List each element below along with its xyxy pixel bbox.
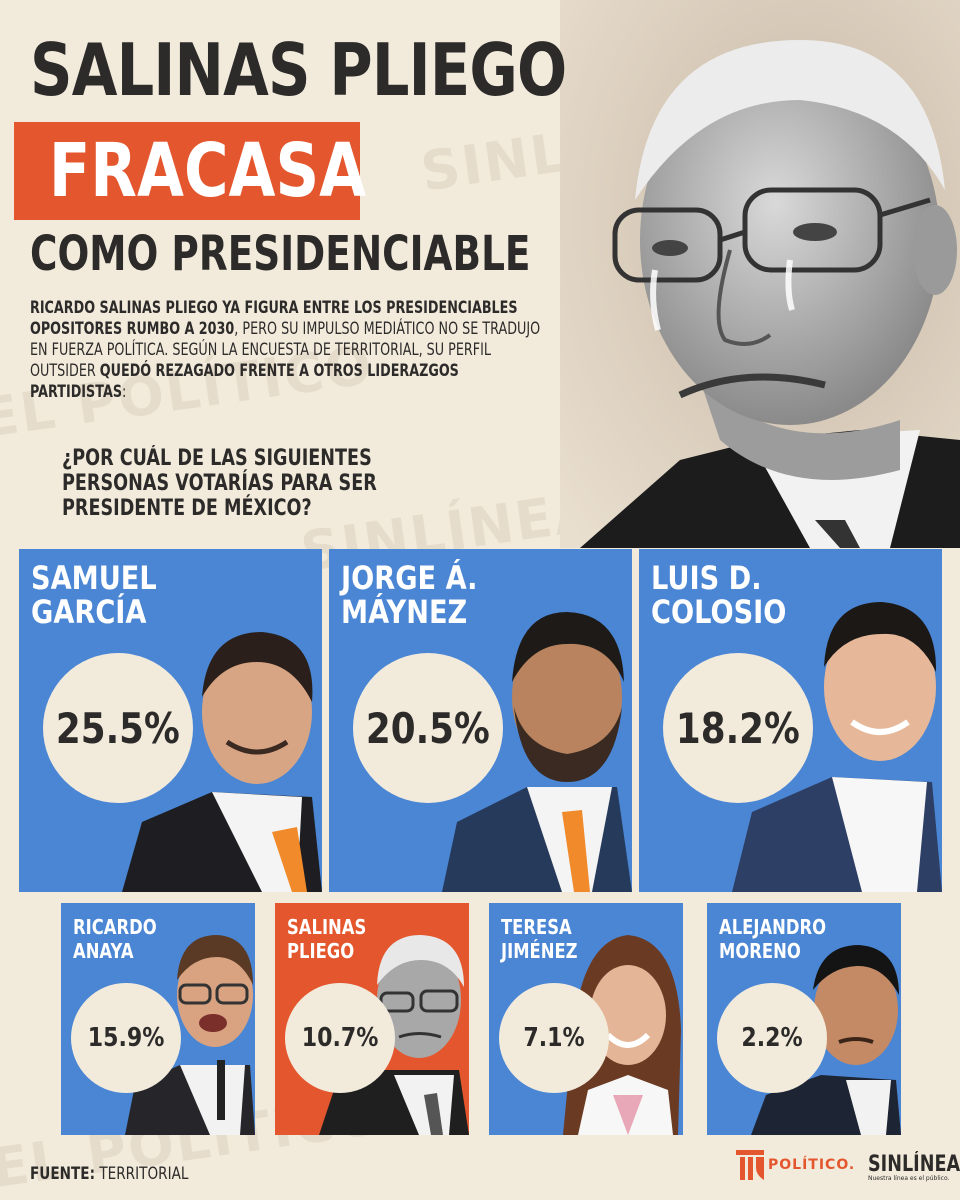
intro-bold-2: QUEDÓ REZAGADO FRENTE A OTROS LIDERAZGOS… <box>30 361 459 402</box>
politico-emblem-icon <box>736 1150 764 1180</box>
page-title-line2: FRACASA <box>48 128 367 214</box>
candidate-percentage: 15.9% <box>87 1023 165 1053</box>
survey-question: ¿POR CUÁL DE LAS SIGUIENTES PERSONAS VOT… <box>62 446 377 521</box>
candidate-name: TERESA JIMÉNEZ <box>501 915 578 963</box>
candidate-card: ALEJANDRO MORENO 2.2% <box>707 903 901 1135</box>
intro-text-2: : <box>122 382 127 402</box>
candidate-percentage-badge: 10.7% <box>285 983 395 1093</box>
candidate-percentage: 18.2% <box>676 703 800 753</box>
hero-portrait <box>560 0 960 548</box>
candidate-card: LUIS D. COLOSIO 18.2% <box>639 549 942 892</box>
source-label: FUENTE: <box>30 1164 96 1184</box>
page-title-line3: COMO PRESIDENCIABLE <box>30 226 531 282</box>
candidate-percentage: 25.5% <box>56 703 180 753</box>
candidate-card: TERESA JIMÉNEZ 7.1% <box>489 903 683 1135</box>
candidate-percentage-badge: 15.9% <box>71 983 181 1093</box>
candidate-percentage: 2.2% <box>741 1023 803 1053</box>
candidate-card: RICARDO ANAYA 15.9% <box>61 903 255 1135</box>
candidate-percentage-badge: 2.2% <box>717 983 827 1093</box>
candidate-photo <box>319 935 469 1135</box>
candidate-percentage: 20.5% <box>366 703 490 753</box>
candidate-percentage-badge: 7.1% <box>499 983 609 1093</box>
candidate-percentage-badge: 25.5% <box>43 653 193 803</box>
el-politico-logo: POLÍTICO. <box>736 1150 855 1180</box>
candidate-photo <box>751 945 901 1135</box>
intro-bold-1: RICARDO SALINAS PLIEGO YA FIGURA ENTRE L… <box>30 298 518 339</box>
candidate-name: ALEJANDRO MORENO <box>719 915 827 963</box>
intro-paragraph: RICARDO SALINAS PLIEGO YA FIGURA ENTRE L… <box>30 298 555 403</box>
sinlinea-tagline: Nuestra línea es el público. <box>868 1175 950 1182</box>
candidate-name: SALINAS PLIEGO <box>287 915 367 963</box>
candidate-name: SAMUEL GARCÍA <box>31 559 157 631</box>
sinlinea-logo: SINLÍNEA Nuestra línea es el público. <box>868 1152 960 1182</box>
intro-text-1: , PERO SU IMPULSO MEDIÁTICO NO SE TRADUJ… <box>30 319 541 381</box>
candidate-photo <box>442 612 632 892</box>
candidate-percentage-badge: 20.5% <box>353 653 503 803</box>
page-title-highlight: FRACASA <box>14 122 366 220</box>
candidate-name: JORGE Á. MÁYNEZ <box>341 559 478 631</box>
candidate-percentage: 7.1% <box>523 1023 585 1053</box>
candidate-card: SAMUEL GARCÍA 25.5% <box>19 549 322 892</box>
candidate-percentage: 10.7% <box>301 1023 379 1053</box>
candidate-photo <box>732 602 942 892</box>
candidate-name: LUIS D. COLOSIO <box>651 559 787 631</box>
candidate-name: RICARDO ANAYA <box>73 915 157 963</box>
candidate-card: JORGE Á. MÁYNEZ 20.5% <box>329 549 632 892</box>
candidate-photo <box>563 935 681 1135</box>
candidate-photo <box>122 632 322 892</box>
source-citation: FUENTE: TERRITORIAL <box>30 1164 189 1184</box>
source-name: TERRITORIAL <box>95 1164 189 1184</box>
page-title-line1: SALINAS PLIEGO <box>30 28 567 112</box>
candidate-percentage-badge: 18.2% <box>663 653 813 803</box>
politico-logo-text: POLÍTICO. <box>768 1157 856 1173</box>
candidate-card-highlighted: SALINAS PLIEGO 10.7% <box>275 903 469 1135</box>
sinlinea-logo-text: SINLÍNEA <box>868 1152 960 1177</box>
